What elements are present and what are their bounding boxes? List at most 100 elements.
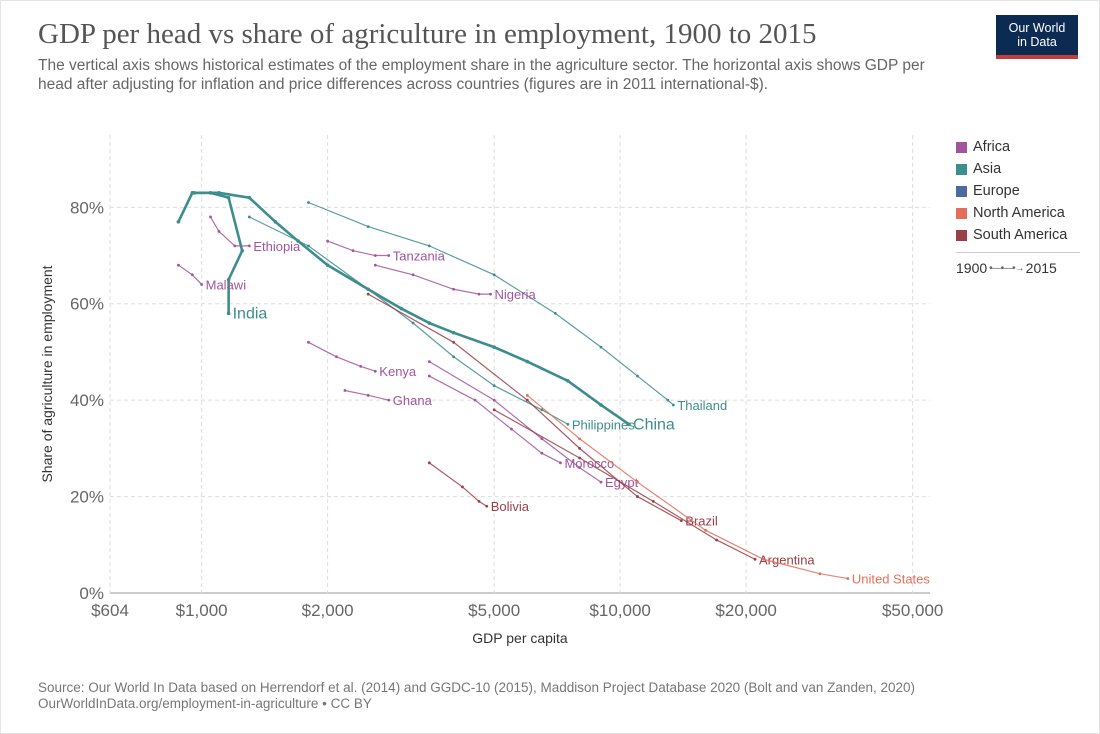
data-point (666, 398, 670, 402)
logo-line-1: Our World (1008, 21, 1066, 35)
legend-swatch (956, 185, 967, 197)
data-point (525, 359, 530, 364)
data-point (704, 528, 707, 532)
data-point (307, 201, 310, 204)
chart-subtitle: The vertical axis shows historical estim… (38, 57, 925, 93)
series-label: China (633, 416, 675, 433)
series-line (178, 264, 203, 285)
series-label: Thailand (677, 398, 727, 413)
x-tick-label: $2,000 (302, 601, 354, 620)
series-kenya: Kenya (307, 340, 417, 379)
data-point (247, 195, 252, 200)
data-point (427, 360, 431, 363)
series-line (327, 240, 389, 257)
series-label: Nigeria (494, 287, 536, 302)
data-point (492, 345, 496, 349)
series-thailand: Thailand (307, 201, 727, 413)
series-brazil: Brazil (366, 292, 718, 529)
legend-time-range: 1900 •—•—•→ 2015 (956, 260, 1096, 276)
data-point (373, 369, 377, 373)
series-bolivia: Bolivia (427, 461, 530, 514)
series-india: India (192, 191, 267, 322)
legend-label: Europe (973, 183, 1020, 199)
data-point (578, 466, 581, 470)
legend-item-south-america[interactable]: South America (956, 224, 1096, 246)
series-nigeria: Nigeria (373, 263, 536, 302)
legend-label: Asia (973, 161, 1002, 177)
data-point (387, 254, 391, 257)
series-united-states: United States (525, 393, 931, 587)
data-point (366, 393, 370, 397)
data-point (335, 355, 338, 359)
data-point (247, 244, 251, 248)
data-point (492, 408, 496, 412)
y-tick-label: 20% (70, 488, 104, 507)
series-line (429, 375, 561, 464)
series-label: Ghana (393, 393, 433, 408)
source-note: Source: Our World In Data based on Herre… (38, 680, 915, 695)
series-label: Kenya (379, 364, 417, 379)
data-point (566, 379, 570, 383)
data-point (217, 230, 221, 233)
data-point (492, 398, 496, 402)
series-label: Tanzania (393, 249, 446, 264)
x-tick-label: $5,000 (468, 601, 520, 620)
legend-item-africa[interactable]: Africa (956, 136, 1096, 158)
legend: Africa Asia Europe North America South A… (956, 136, 1096, 246)
data-point (578, 437, 581, 441)
data-point (599, 480, 603, 484)
data-point (427, 461, 431, 465)
data-point (461, 485, 464, 489)
data-point (411, 273, 415, 277)
legend-swatch (956, 163, 967, 175)
logo-line-2: in Data (1017, 35, 1057, 49)
legend-divider (956, 252, 1080, 253)
data-point (209, 215, 212, 219)
data-point (525, 393, 529, 397)
data-point (636, 480, 639, 484)
data-point (492, 384, 496, 388)
source-url[interactable]: OurWorldInData.org/employment-in-agricul… (38, 696, 372, 711)
data-point (578, 456, 581, 460)
y-axis-title: Share of agriculture in employment (39, 265, 55, 482)
legend-item-europe[interactable]: Europe (956, 180, 1096, 202)
owid-logo[interactable]: Our World in Data (996, 15, 1078, 59)
data-point (240, 248, 244, 253)
legend-item-asia[interactable]: Asia (956, 158, 1096, 180)
data-point (599, 345, 603, 349)
data-point (566, 422, 570, 426)
series-label: Ethiopia (253, 239, 301, 254)
data-point (477, 292, 481, 296)
data-point (325, 263, 330, 267)
data-point (427, 374, 431, 378)
footer: Source: Our World In Data based on Herre… (38, 680, 1088, 712)
series-argentina: Argentina (492, 408, 815, 567)
data-point (715, 538, 718, 542)
data-point (226, 311, 231, 316)
x-tick-label: $50,000 (882, 601, 943, 620)
series-label: Argentina (759, 552, 815, 567)
data-point (366, 292, 370, 296)
data-point (846, 577, 850, 580)
legend-label: South America (973, 227, 1068, 243)
data-point (411, 321, 415, 325)
series-label: India (233, 305, 268, 322)
series-ethiopia: Ethiopia (209, 215, 301, 254)
data-point (510, 427, 513, 431)
data-point (540, 451, 544, 455)
data-point (818, 572, 822, 576)
data-point (326, 239, 330, 243)
data-point (226, 277, 231, 282)
data-point (307, 340, 310, 344)
x-tick-label: $10,000 (589, 601, 650, 620)
legend-item-north-america[interactable]: North America (956, 202, 1096, 224)
data-point (485, 504, 489, 508)
data-point (671, 403, 675, 407)
series-label: United States (852, 572, 931, 587)
data-point (366, 287, 370, 291)
data-point (343, 389, 347, 392)
data-point (200, 283, 204, 286)
data-point (477, 500, 481, 503)
series-line (428, 462, 488, 507)
